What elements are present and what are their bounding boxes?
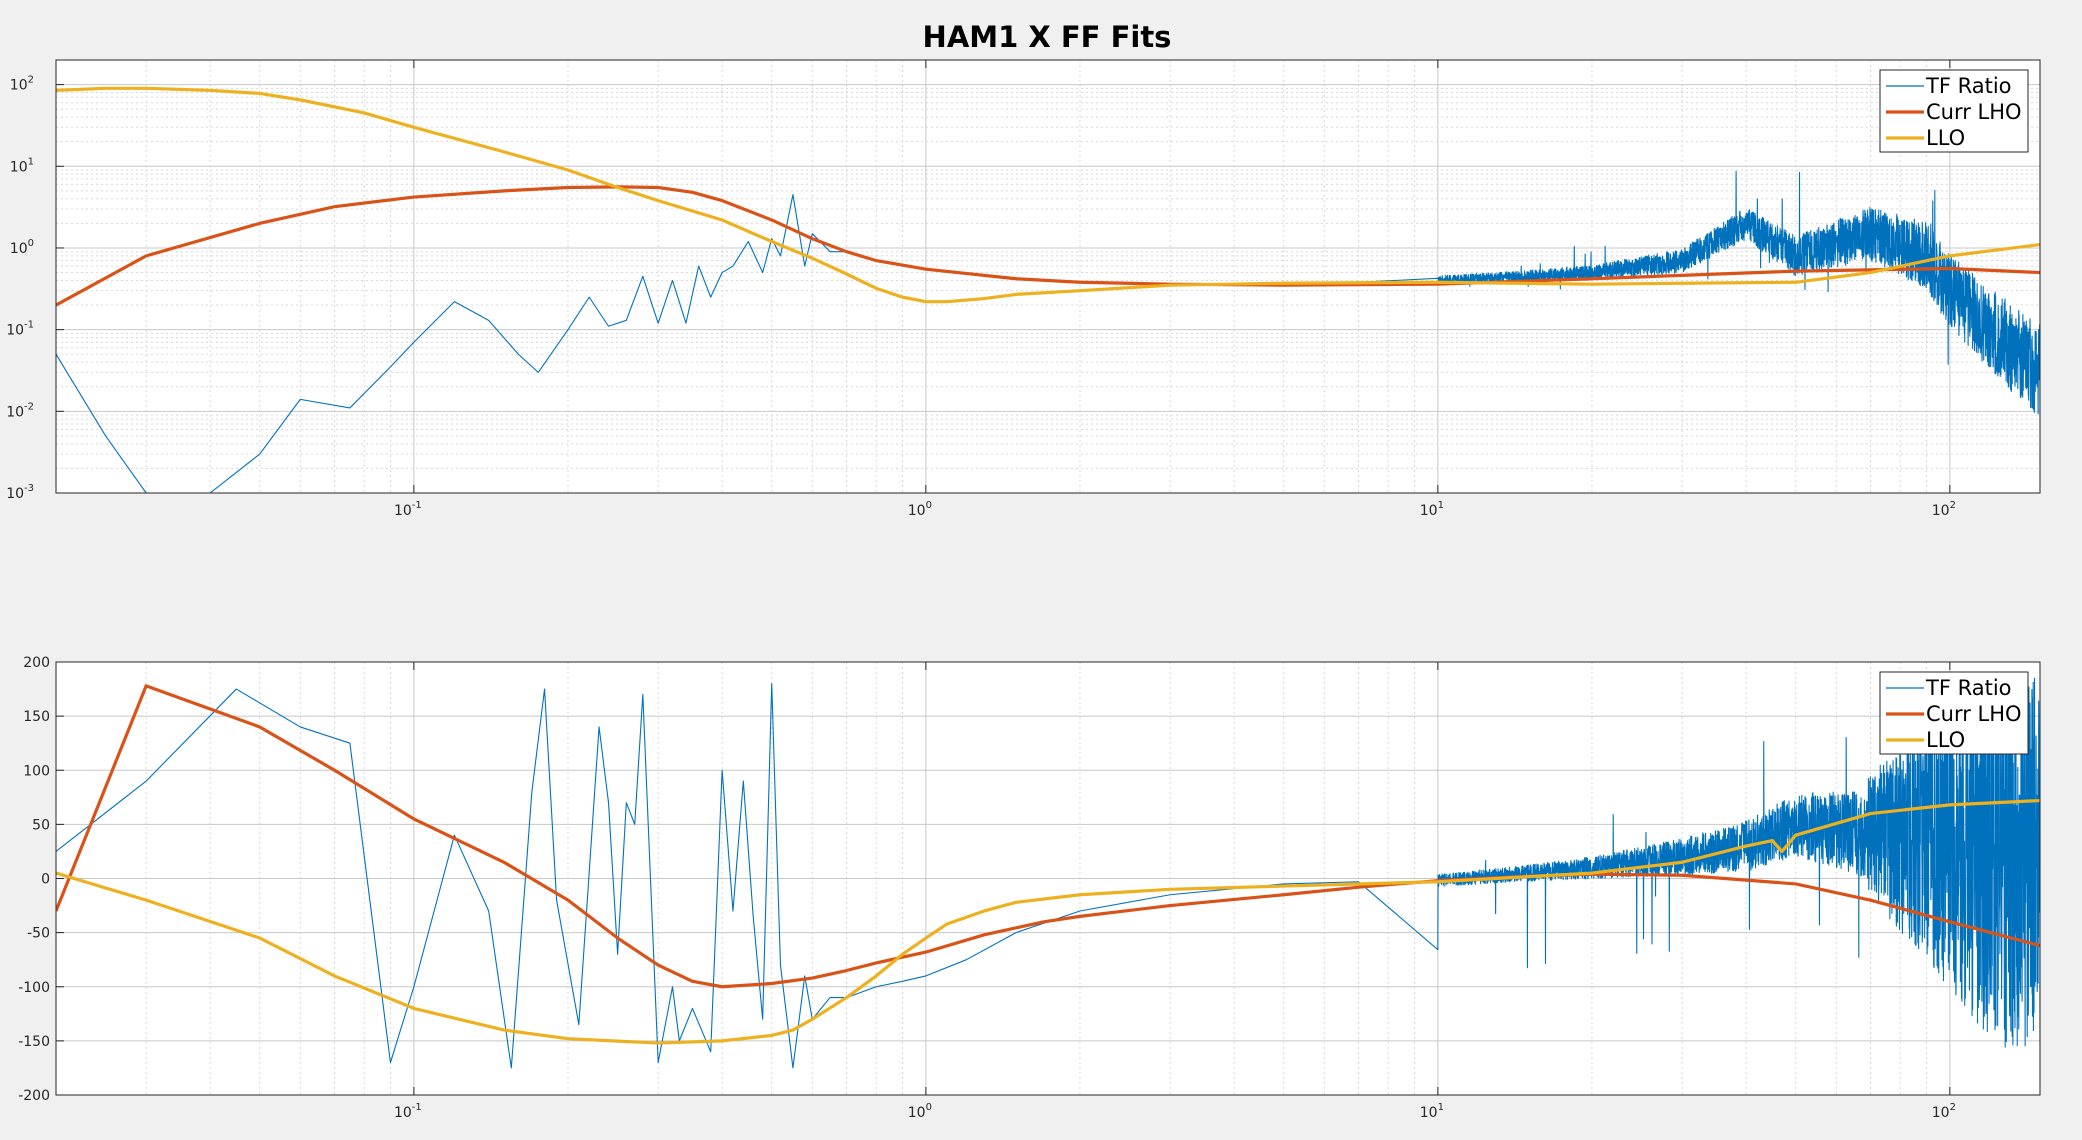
y-tick-label: 150 xyxy=(23,709,50,725)
y-tick-label-exponent: 1 xyxy=(28,156,34,167)
y-tick-label: 50 xyxy=(32,817,50,833)
grid-lines xyxy=(56,60,2040,494)
y-tick-label-exponent: -1 xyxy=(24,320,34,331)
series-line-llo xyxy=(56,798,2040,1045)
series-line-llo xyxy=(56,86,2040,304)
y-tick-label-exponent: -2 xyxy=(24,401,34,412)
x-tick-label-exponent: 1 xyxy=(1438,500,1444,511)
series-group xyxy=(56,677,2040,1069)
y-tick-label-exponent: 2 xyxy=(28,75,34,86)
x-tick-label-exponent: 1 xyxy=(1438,1102,1444,1113)
y-tick-label-exponent: -3 xyxy=(24,483,34,494)
y-tick-label: -100 xyxy=(18,980,50,996)
series-line-curr-lho xyxy=(56,684,2040,989)
legend-label: LLO xyxy=(1926,728,1965,752)
legend-label: TF Ratio xyxy=(1925,676,2012,700)
y-tick-label: 0 xyxy=(41,872,50,888)
y-tick-label: 100 xyxy=(23,763,50,779)
chart-title: HAM1 X FF Fits xyxy=(923,20,1172,54)
legend-label: Curr LHO xyxy=(1926,100,2022,124)
x-tick-label-exponent: -1 xyxy=(412,500,422,511)
legend-label: Curr LHO xyxy=(1926,702,2022,726)
axes-background xyxy=(56,60,2040,493)
series-group xyxy=(56,86,2040,493)
y-ticks: -200 -150 -100 -50 0 50 100 150 200 xyxy=(18,655,64,1104)
axes-box xyxy=(55,59,2041,494)
x-tick-label-exponent: 0 xyxy=(926,500,932,511)
x-tick-label-exponent: 0 xyxy=(926,1102,932,1113)
y-tick-label-exponent: 0 xyxy=(28,238,34,249)
legend-label: LLO xyxy=(1926,126,1965,150)
legend-label: TF Ratio xyxy=(1925,74,2012,98)
y-tick-label: -150 xyxy=(18,1034,50,1050)
x-tick-label-exponent: -1 xyxy=(412,1102,422,1113)
series-line-curr-lho xyxy=(56,185,2040,307)
x-tick-label-exponent: 2 xyxy=(1950,1102,1956,1113)
series-line-tf-ratio xyxy=(56,170,2040,493)
y-tick-label: -50 xyxy=(27,926,50,942)
x-tick-label-exponent: 2 xyxy=(1950,500,1956,511)
y-tick-label: -200 xyxy=(18,1088,50,1104)
phase-panel: 10-1 100 101 102-200-150-100-50050100150200… xyxy=(18,655,2041,1121)
series-line-tf-ratio xyxy=(56,677,2040,1069)
y-tick-label: 200 xyxy=(23,655,50,671)
